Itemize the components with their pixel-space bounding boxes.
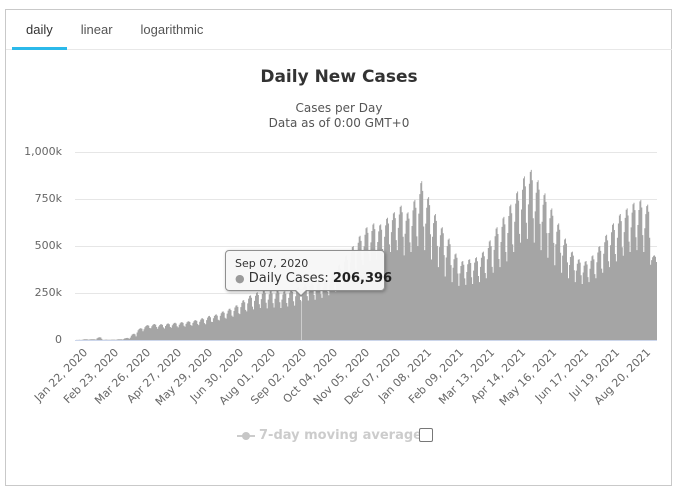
tooltip-value: 206,396 bbox=[332, 271, 393, 286]
tooltip: Sep 07, 2020 ● Daily Cases: 206,396 bbox=[225, 250, 392, 297]
tooltip-value-row: ● Daily Cases: 206,396 bbox=[235, 271, 392, 286]
y-tick-label: 250k bbox=[34, 286, 62, 299]
y-tick-label: 1,000k bbox=[24, 145, 62, 158]
tooltip-date: Sep 07, 2020 bbox=[235, 257, 309, 270]
chart-card bbox=[5, 9, 672, 486]
y-tick-label: 500k bbox=[34, 239, 62, 252]
chart-subtitle: Cases per Day bbox=[295, 101, 383, 115]
chart-title: Daily New Cases bbox=[260, 67, 418, 87]
tooltip-arrow-fill-icon bbox=[295, 289, 307, 295]
tab-linear[interactable]: linear bbox=[80, 22, 113, 37]
chart-data-as-of: Data as of 0:00 GMT+0 bbox=[268, 116, 410, 130]
tab-logarithmic[interactable]: logarithmic bbox=[140, 22, 204, 37]
tab-daily[interactable]: daily bbox=[12, 10, 67, 50]
tab-bar: daily linear logarithmic bbox=[6, 10, 672, 50]
series-marker-icon: ● bbox=[235, 272, 245, 285]
legend-series-checkbox[interactable] bbox=[419, 428, 433, 442]
y-tick-label: 0 bbox=[55, 333, 62, 346]
y-tick-label: 750k bbox=[34, 192, 62, 205]
tooltip-series-label: Daily Cases: bbox=[248, 271, 329, 286]
legend-line-dot-icon bbox=[237, 432, 255, 440]
legend-item-7day-average[interactable]: 7-day moving average bbox=[259, 428, 422, 443]
